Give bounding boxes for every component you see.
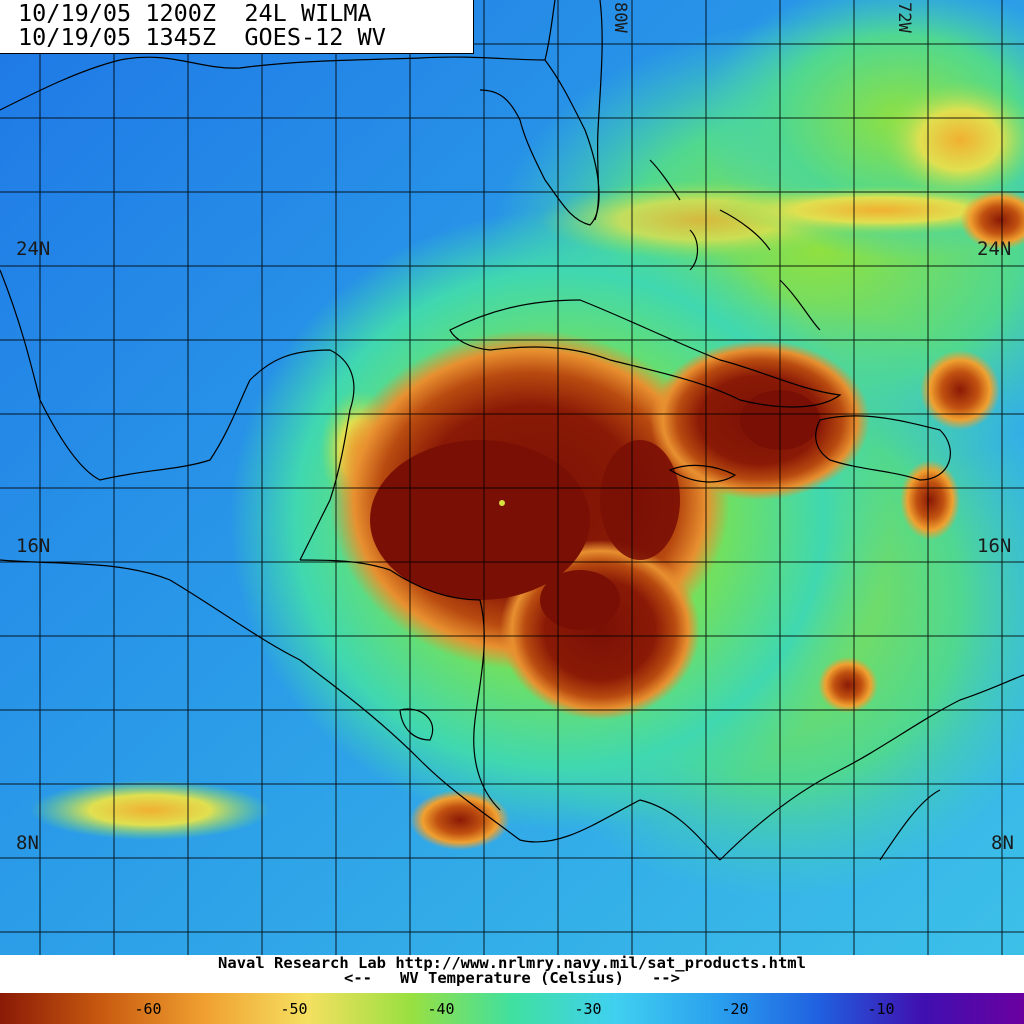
- storm-eye: [499, 500, 505, 506]
- colorbar-tick-minus30: -30: [574, 1000, 602, 1018]
- colorbar-gradient: [0, 993, 1024, 1024]
- colorbar-tick-minus40: -40: [427, 1000, 455, 1018]
- lon-label-72w: 72W: [894, 2, 914, 33]
- water-vapor-map: [0, 0, 1024, 955]
- lat-label-8n-right: 8N: [991, 832, 1014, 854]
- colorbar-tick-minus50: -50: [280, 1000, 308, 1018]
- image-title-box: 10/19/05 1200Z 24L WILMA 10/19/05 1345Z …: [0, 0, 474, 54]
- credits-block: Naval Research Lab http://www.nrlmry.nav…: [0, 955, 1024, 993]
- hurricane-cloud-shield: [330, 330, 870, 720]
- legend-title: <-- WV Temperature (Celsius) -->: [344, 969, 680, 987]
- colorbar-tick-minus10: -10: [867, 1000, 895, 1018]
- credit-line: Naval Research Lab http://www.nrlmry.nav…: [218, 954, 806, 972]
- temperature-colorbar: -60 -50 -40 -30 -20 -10: [0, 993, 1024, 1024]
- colorbar-tick-minus60: -60: [134, 1000, 162, 1018]
- lat-label-8n-left: 8N: [16, 832, 39, 854]
- image-time-line: 10/19/05 1345Z GOES-12 WV: [18, 23, 386, 51]
- lat-label-16n-right: 16N: [977, 535, 1012, 557]
- colorbar-tick-minus20: -20: [721, 1000, 749, 1018]
- lon-label-80w: 80W: [610, 2, 630, 33]
- lat-label-16n-left: 16N: [16, 535, 51, 557]
- analysis-time-line: 10/19/05 1200Z 24L WILMA: [18, 0, 372, 27]
- coastlines: [0, 0, 1024, 861]
- lat-label-24n-right: 24N: [977, 238, 1012, 260]
- lat-label-24n-left: 24N: [16, 238, 51, 260]
- graticule: [0, 0, 1024, 955]
